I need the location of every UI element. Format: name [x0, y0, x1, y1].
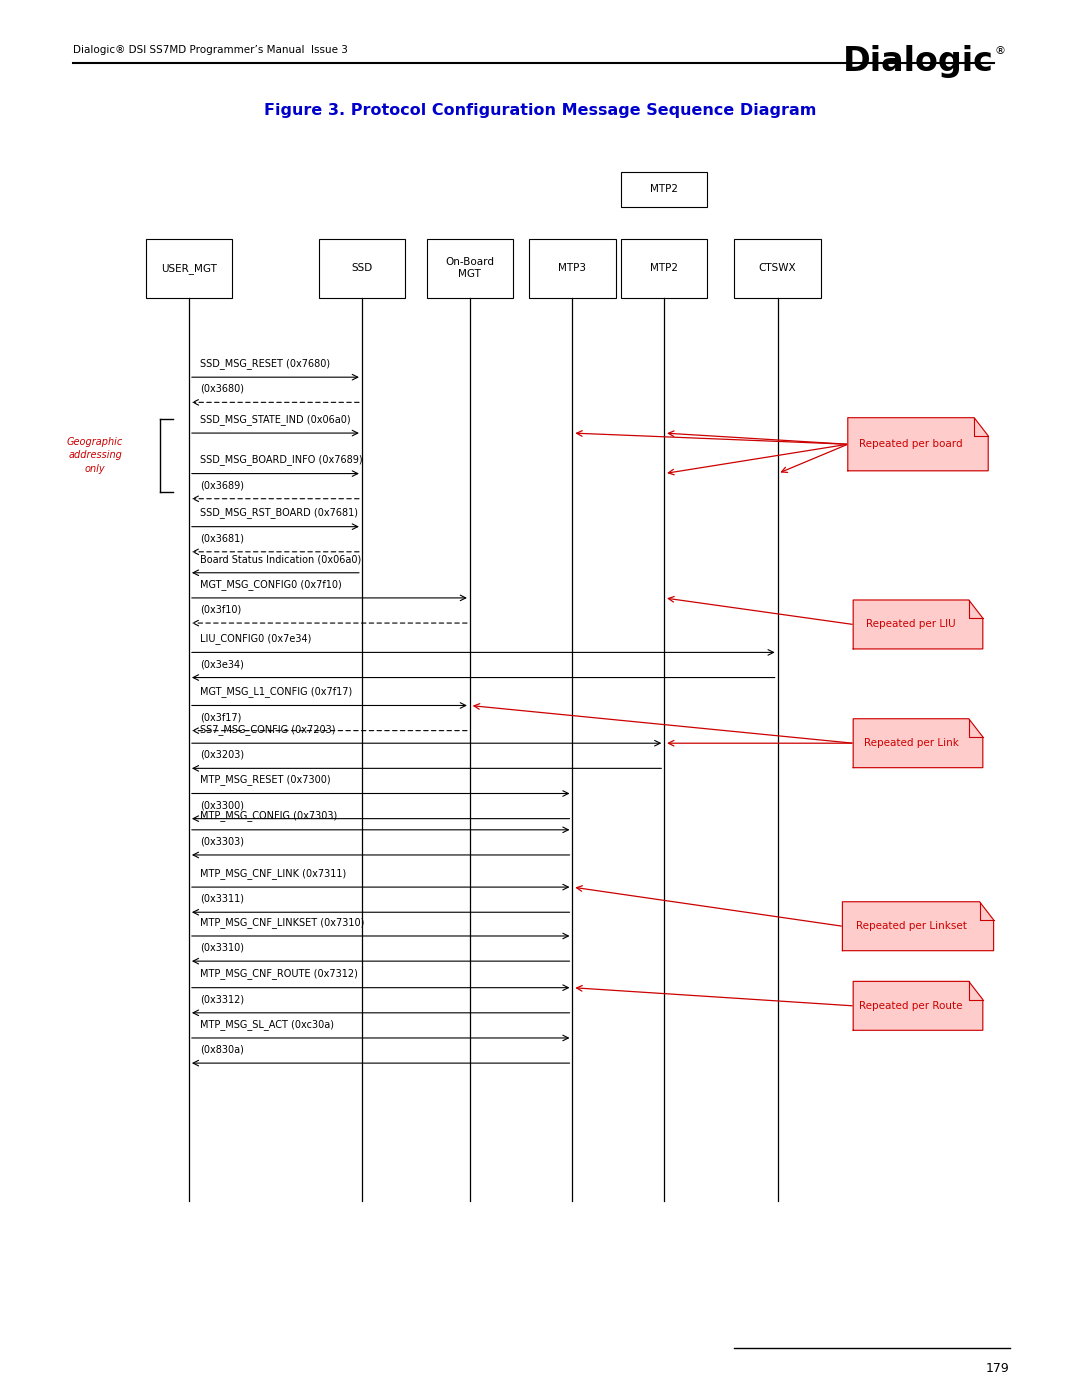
Text: (0x3300): (0x3300)	[200, 800, 244, 810]
Polygon shape	[853, 601, 983, 648]
FancyBboxPatch shape	[621, 239, 707, 298]
Text: SSD: SSD	[351, 263, 373, 274]
Text: MTP2: MTP2	[650, 263, 678, 274]
Text: 179: 179	[986, 1362, 1010, 1375]
Text: Dialogic: Dialogic	[842, 45, 994, 78]
FancyBboxPatch shape	[146, 239, 232, 298]
Text: SS7_MSG_CONFIG (0x7203): SS7_MSG_CONFIG (0x7203)	[200, 724, 335, 735]
Text: SSD_MSG_RESET (0x7680): SSD_MSG_RESET (0x7680)	[200, 358, 329, 369]
Text: (0x3203): (0x3203)	[200, 750, 244, 760]
Text: MTP_MSG_RESET (0x7300): MTP_MSG_RESET (0x7300)	[200, 774, 330, 785]
Polygon shape	[853, 981, 983, 1031]
FancyBboxPatch shape	[621, 172, 707, 207]
Text: MTP_MSG_CONFIG (0x7303): MTP_MSG_CONFIG (0x7303)	[200, 810, 337, 821]
Text: MTP2: MTP2	[650, 184, 678, 194]
Text: On-Board
MGT: On-Board MGT	[445, 257, 495, 279]
Text: Repeated per Link: Repeated per Link	[864, 738, 958, 749]
Text: USER_MGT: USER_MGT	[161, 263, 217, 274]
Text: CTSWX: CTSWX	[759, 263, 796, 274]
FancyBboxPatch shape	[529, 239, 616, 298]
Text: (0x3680): (0x3680)	[200, 384, 244, 394]
Text: MTP_MSG_CNF_LINK (0x7311): MTP_MSG_CNF_LINK (0x7311)	[200, 868, 346, 879]
Text: LIU_CONFIG0 (0x7e34): LIU_CONFIG0 (0x7e34)	[200, 633, 311, 644]
Text: (0x3311): (0x3311)	[200, 894, 244, 904]
Text: MGT_MSG_L1_CONFIG (0x7f17): MGT_MSG_L1_CONFIG (0x7f17)	[200, 686, 352, 697]
Text: Repeated per Linkset: Repeated per Linkset	[855, 921, 967, 932]
FancyBboxPatch shape	[427, 239, 513, 298]
Text: ®: ®	[995, 46, 1005, 56]
FancyBboxPatch shape	[319, 239, 405, 298]
FancyBboxPatch shape	[734, 239, 821, 298]
Text: (0x3312): (0x3312)	[200, 995, 244, 1004]
Text: SSD_MSG_RST_BOARD (0x7681): SSD_MSG_RST_BOARD (0x7681)	[200, 507, 357, 518]
Polygon shape	[848, 418, 988, 471]
Text: (0x3310): (0x3310)	[200, 943, 244, 953]
Text: Repeated per LIU: Repeated per LIU	[866, 619, 956, 630]
Text: Dialogic® DSI SS7MD Programmer’s Manual  Issue 3: Dialogic® DSI SS7MD Programmer’s Manual …	[73, 45, 349, 54]
Text: (0x3e34): (0x3e34)	[200, 659, 244, 669]
Text: (0x3f10): (0x3f10)	[200, 605, 241, 615]
Polygon shape	[853, 718, 983, 768]
Text: SSD_MSG_STATE_IND (0x06a0): SSD_MSG_STATE_IND (0x06a0)	[200, 414, 350, 425]
Text: (0x3f17): (0x3f17)	[200, 712, 241, 722]
Text: MTP_MSG_CNF_ROUTE (0x7312): MTP_MSG_CNF_ROUTE (0x7312)	[200, 968, 357, 979]
Text: (0x3681): (0x3681)	[200, 534, 244, 543]
Text: MTP_MSG_SL_ACT (0xc30a): MTP_MSG_SL_ACT (0xc30a)	[200, 1018, 334, 1030]
Text: (0x830a): (0x830a)	[200, 1045, 244, 1055]
Text: MTP_MSG_CNF_LINKSET (0x7310): MTP_MSG_CNF_LINKSET (0x7310)	[200, 916, 364, 928]
Text: MGT_MSG_CONFIG0 (0x7f10): MGT_MSG_CONFIG0 (0x7f10)	[200, 578, 341, 590]
Text: (0x3689): (0x3689)	[200, 481, 244, 490]
Text: Repeated per board: Repeated per board	[860, 439, 962, 450]
Text: Repeated per Route: Repeated per Route	[860, 1000, 962, 1011]
Text: Figure 3. Protocol Configuration Message Sequence Diagram: Figure 3. Protocol Configuration Message…	[264, 103, 816, 119]
Text: MTP3: MTP3	[558, 263, 586, 274]
Text: (0x3303): (0x3303)	[200, 837, 244, 847]
Text: Geographic
addressing
only: Geographic addressing only	[67, 437, 123, 474]
Polygon shape	[842, 902, 994, 950]
Text: SSD_MSG_BOARD_INFO (0x7689): SSD_MSG_BOARD_INFO (0x7689)	[200, 454, 363, 465]
Text: Board Status Indication (0x06a0): Board Status Indication (0x06a0)	[200, 555, 361, 564]
